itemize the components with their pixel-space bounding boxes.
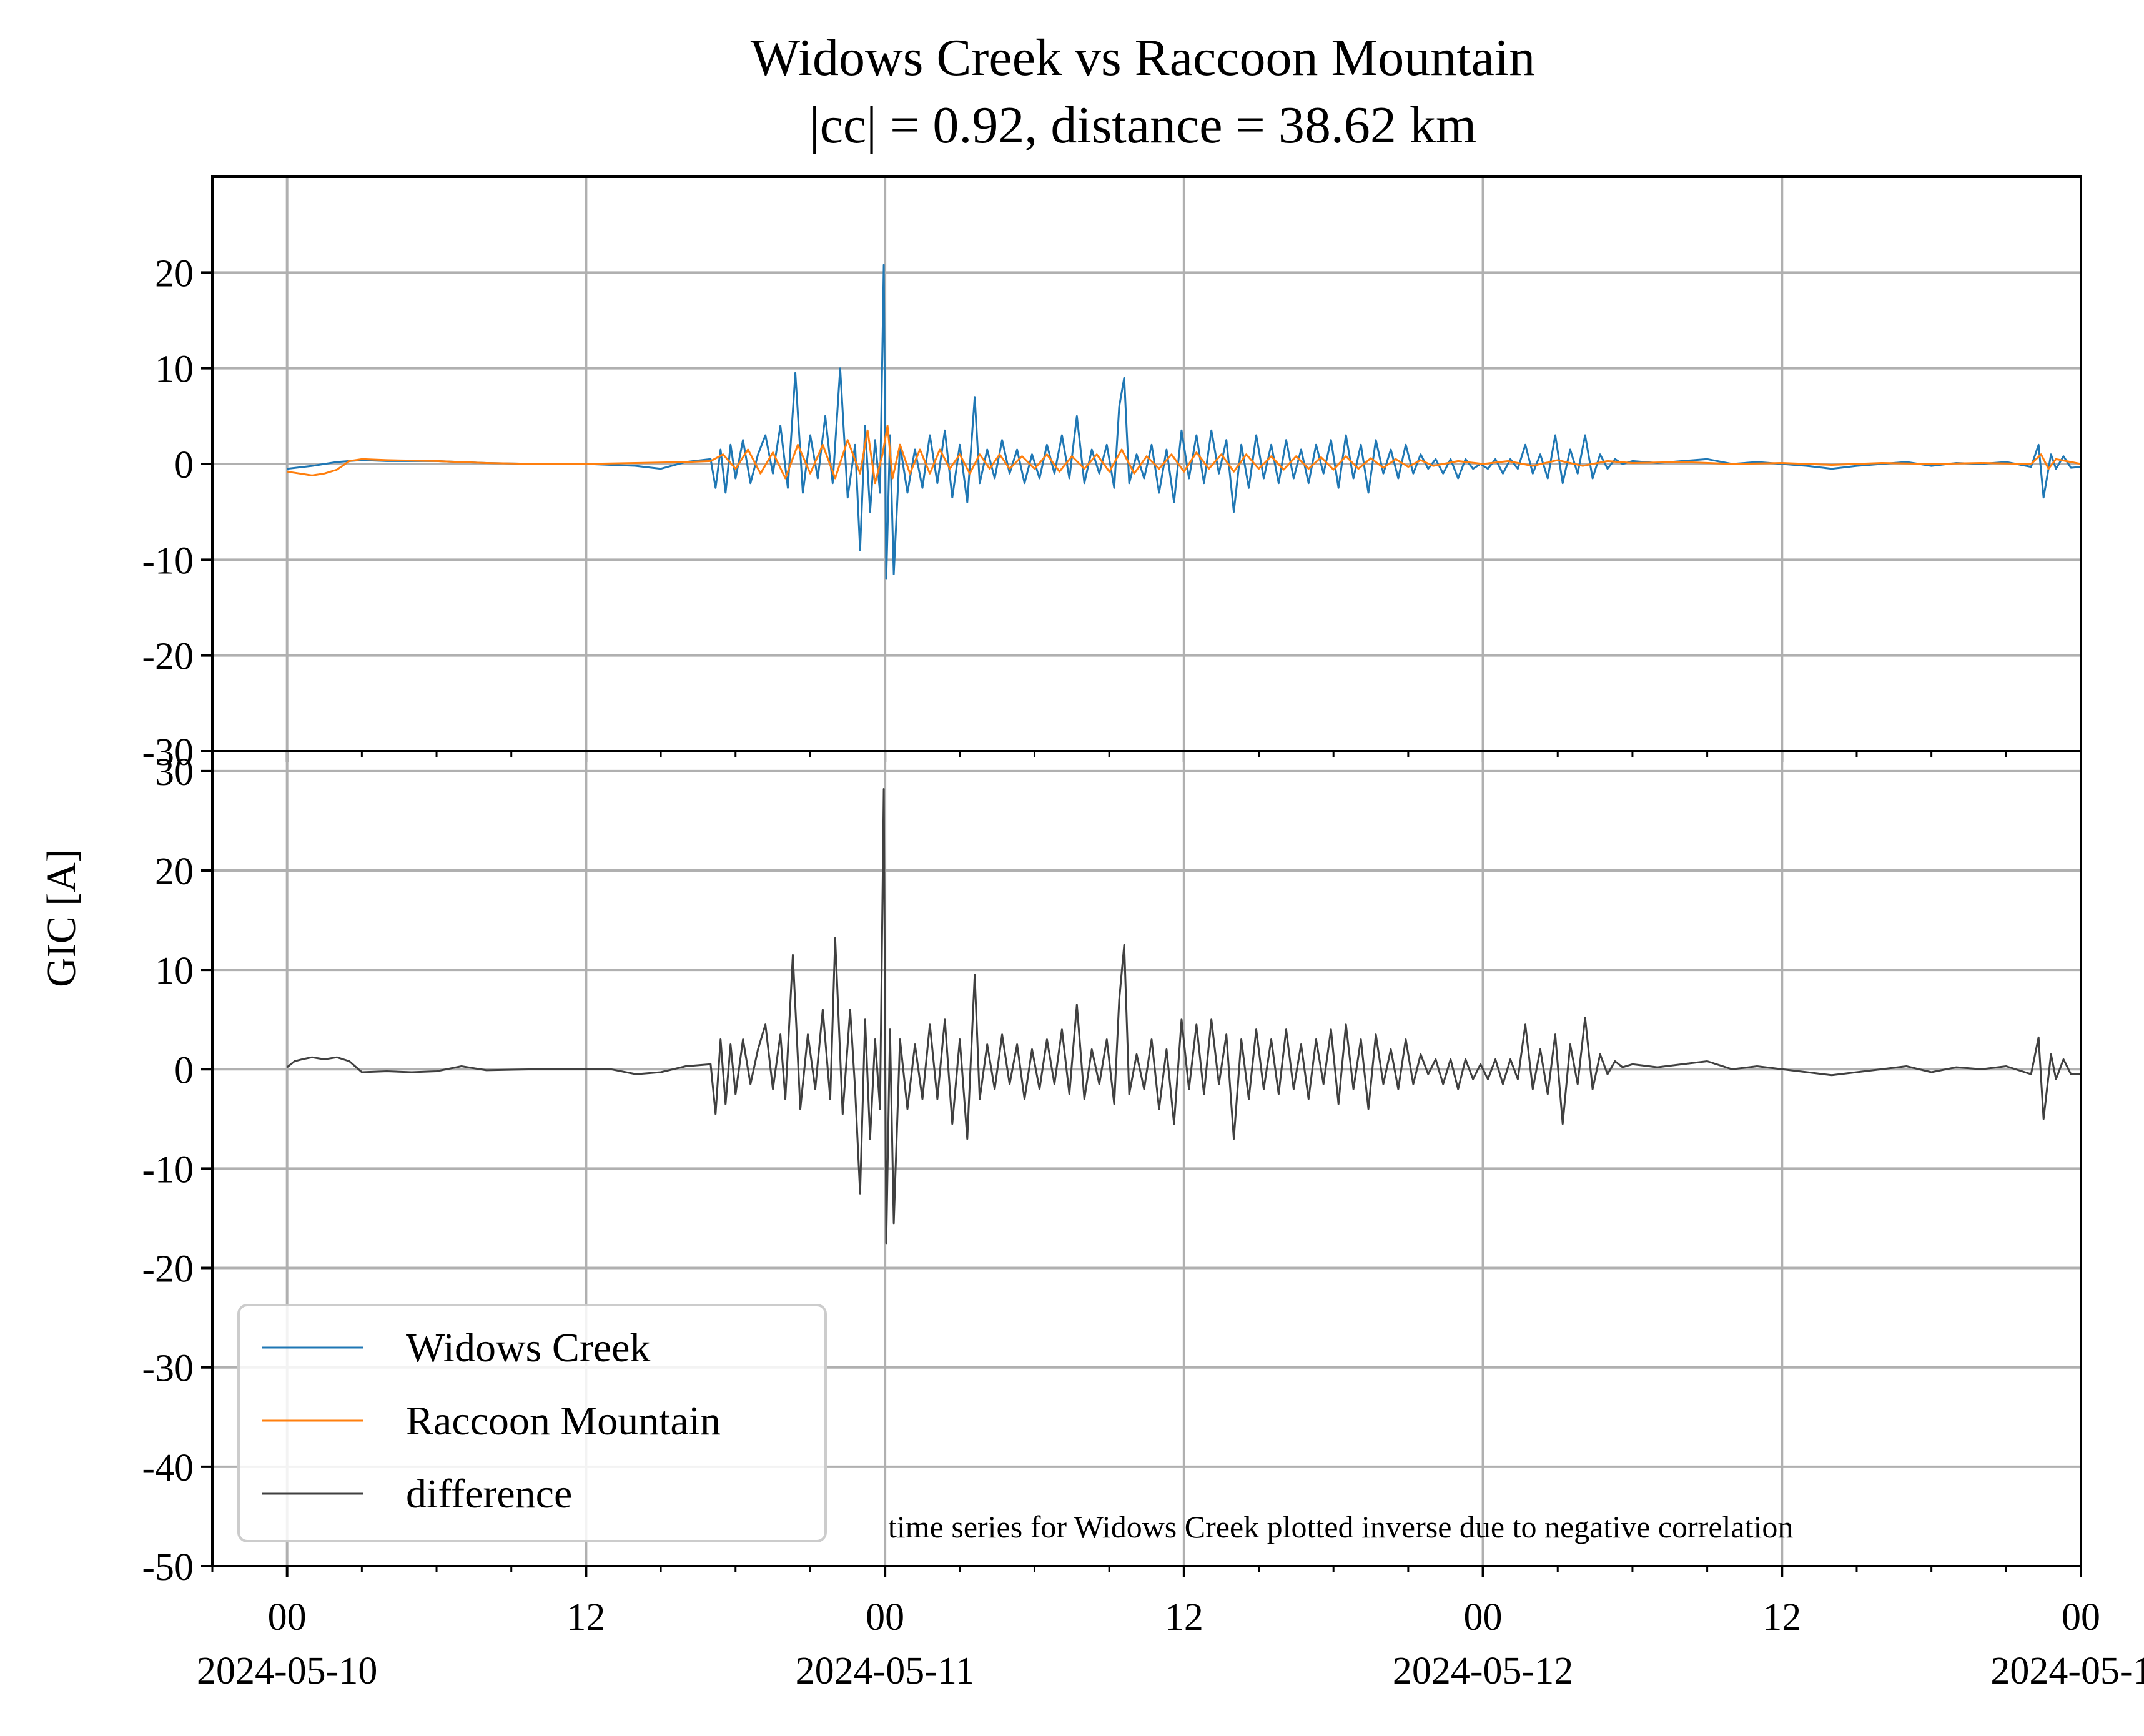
y-tick-label: 10: [155, 950, 194, 992]
bottom-y-ticks: 30 20 10 0 -10 -20 -30 -40 -50: [142, 751, 212, 1589]
x-tick-label: 00: [866, 1596, 904, 1639]
x-tick-label: 12: [566, 1596, 605, 1639]
y-tick-label: 30: [155, 751, 194, 794]
legend-label-raccoon-mountain: Raccoon Mountain: [406, 1398, 721, 1444]
y-tick-label: -20: [142, 636, 194, 678]
x-tick-date-label: 2024-05-13: [1990, 1650, 2144, 1692]
legend-label-difference: difference: [406, 1471, 572, 1517]
x-tick-label: 00: [268, 1596, 307, 1639]
x-tick-date-label: 2024-05-10: [197, 1650, 377, 1692]
correlation-note: time series for Widows Creek plotted inv…: [888, 1509, 1793, 1544]
y-tick-label: 0: [174, 1049, 194, 1092]
bottom-x-ticks: 00 2024-05-10 12 00 2024-05-11 12 00 2024-05-12…: [197, 1566, 2144, 1692]
series-line-widows-creek: [287, 264, 2082, 580]
y-axis-label: GIC [A]: [39, 849, 84, 987]
x-tick-date-label: 2024-05-12: [1393, 1650, 1573, 1692]
y-tick-label: 0: [174, 444, 194, 486]
bottom-panel: 30 20 10 0 -10 -20 -30 -40 -50 00 2024-05-10 12 00 2…: [142, 750, 2144, 1692]
x-tick-label: 12: [1165, 1596, 1203, 1639]
x-tick-label: 00: [1464, 1596, 1503, 1639]
y-tick-label: 20: [155, 252, 194, 295]
legend: Widows Creek Raccoon Mountain difference: [237, 1304, 827, 1542]
x-tick-label: 12: [1762, 1596, 1801, 1639]
y-tick-label: -10: [142, 540, 194, 582]
y-tick-label: -30: [142, 731, 194, 774]
y-tick-label: -20: [142, 1248, 194, 1291]
y-tick-label: -30: [142, 1348, 194, 1390]
x-tick-date-label: 2024-05-11: [796, 1650, 975, 1692]
top-y-ticks: 20 10 0 -10 -20 -30: [142, 252, 212, 774]
legend-box: [237, 1304, 827, 1542]
series-line-difference: [286, 788, 2081, 1245]
chart-subtitle: |cc| = 0.92, distance = 38.62 km: [809, 96, 1477, 154]
y-tick-label: -40: [142, 1447, 194, 1489]
top-panel: 20 10 0 -10 -20 -30: [142, 175, 2082, 774]
legend-label-widows-creek: Widows Creek: [406, 1325, 650, 1371]
y-tick-label: 10: [155, 348, 194, 391]
x-tick-label: 00: [2062, 1596, 2100, 1639]
y-tick-label: -50: [142, 1546, 194, 1589]
y-tick-label: 20: [155, 851, 194, 893]
series-line-raccoon-mountain: [287, 425, 2082, 485]
y-tick-label: -10: [142, 1148, 194, 1191]
bottom-series: [286, 788, 2081, 1245]
top-series: [287, 264, 2082, 580]
bottom-axes-frame: [211, 750, 2082, 1567]
chart-title: Widows Creek vs Raccoon Mountain: [751, 29, 1535, 87]
